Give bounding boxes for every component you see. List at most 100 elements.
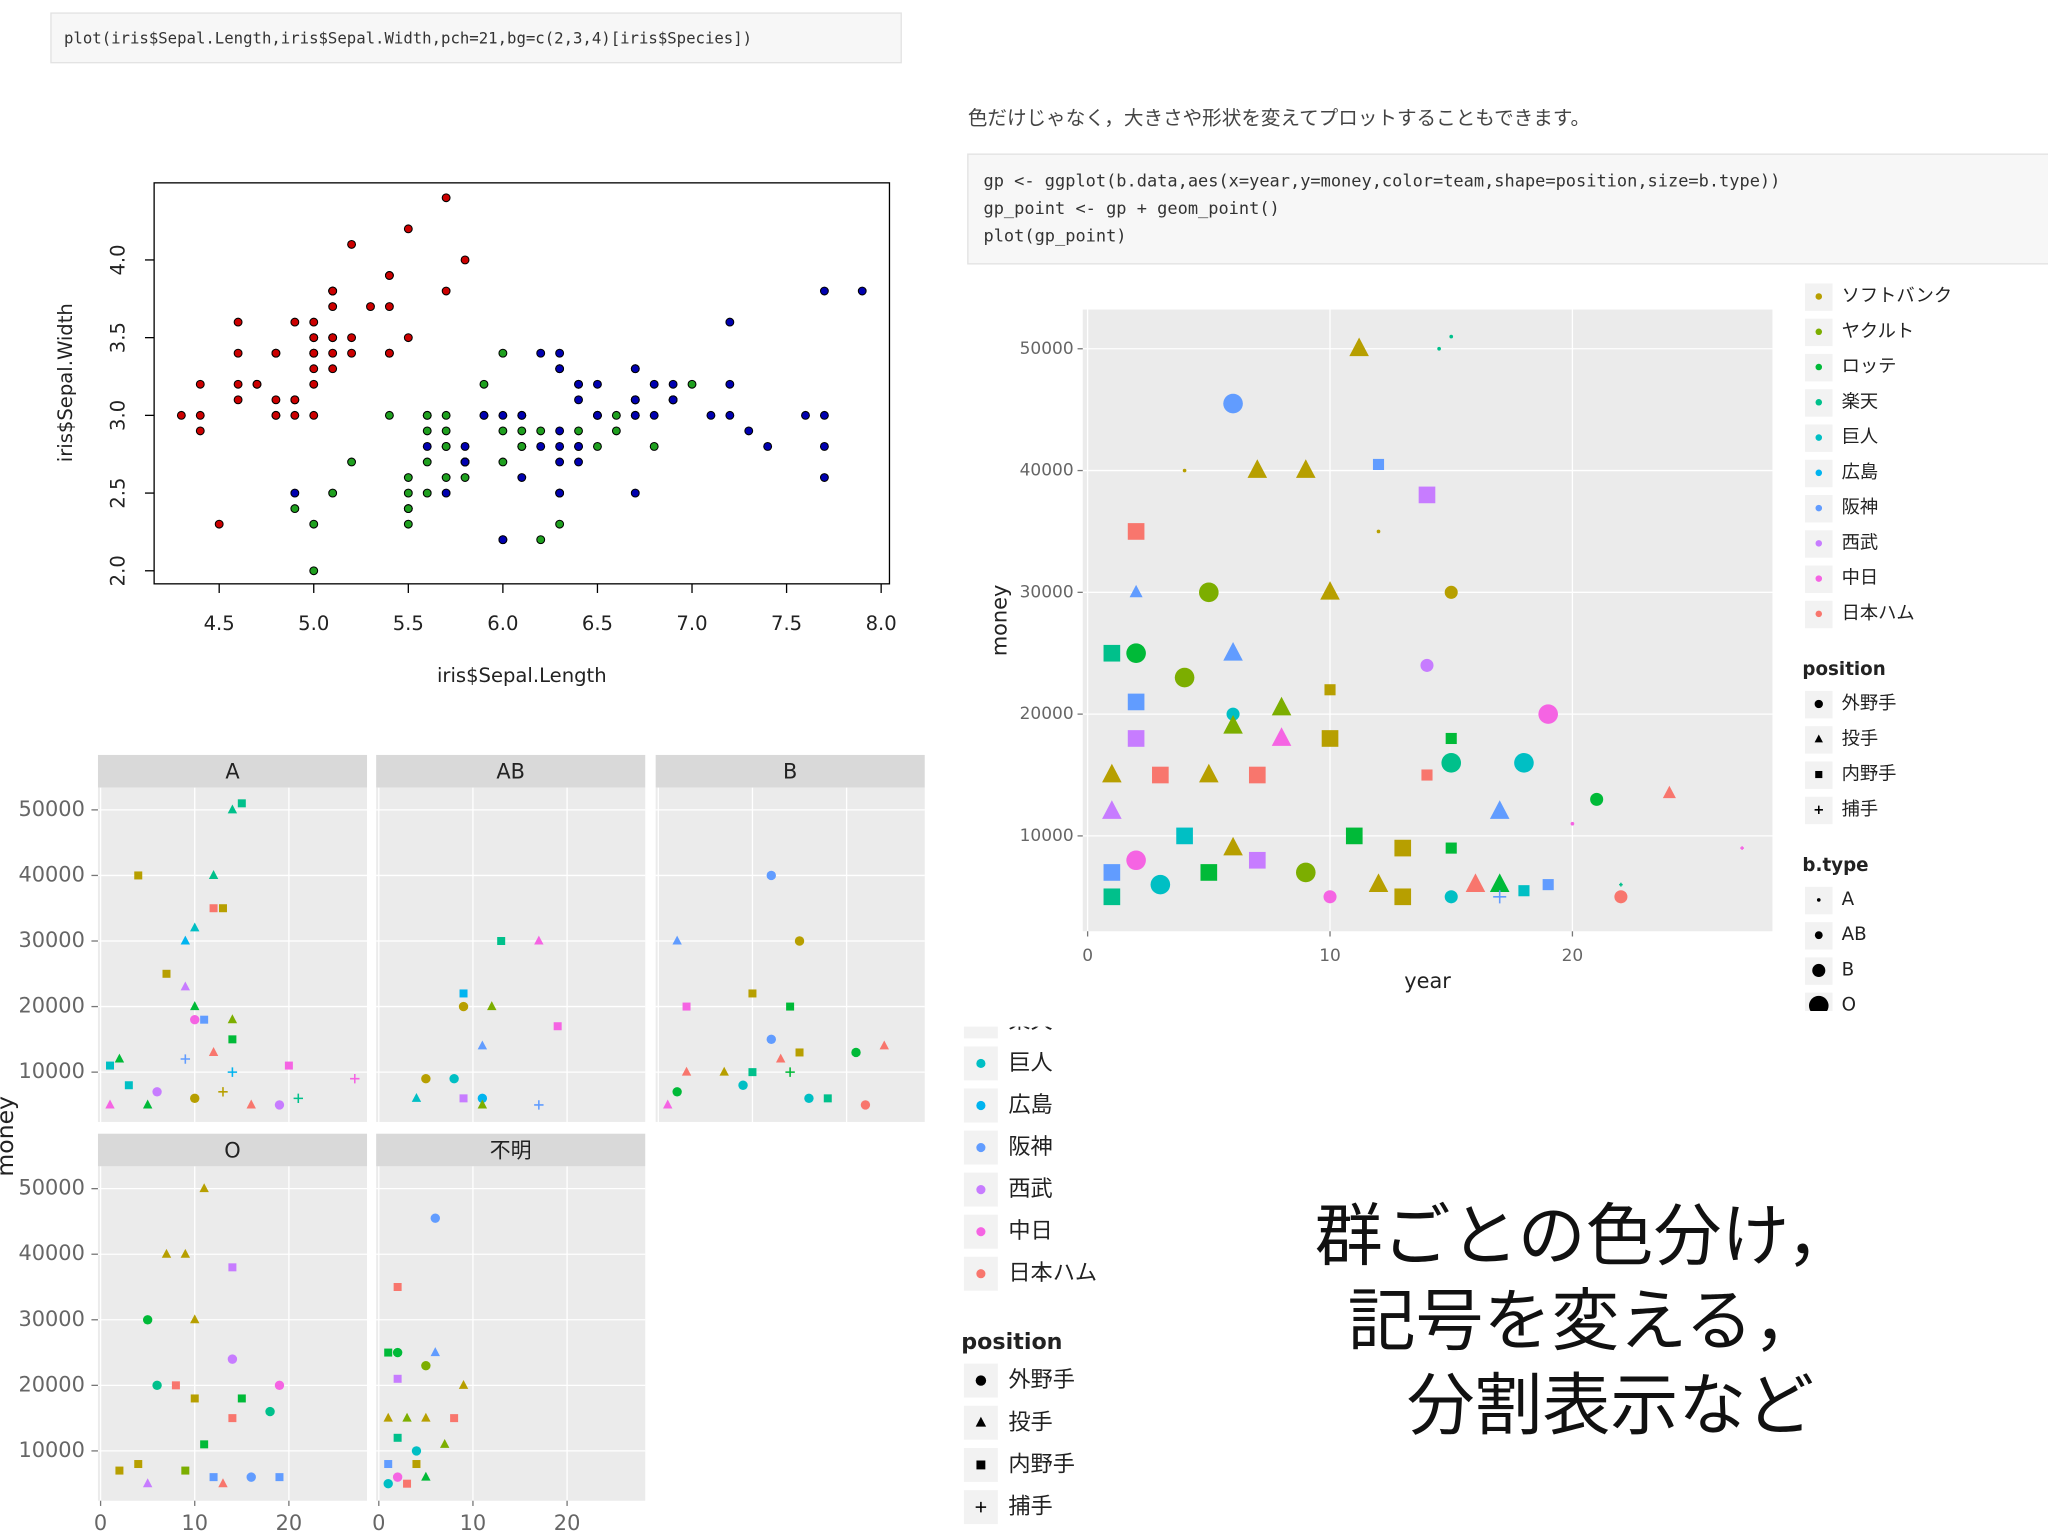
point	[819, 410, 829, 420]
x-tick-label: 6.5	[582, 612, 613, 635]
point	[383, 1478, 393, 1489]
point	[630, 488, 640, 498]
plot-panel	[97, 1166, 368, 1501]
point	[441, 426, 451, 436]
point	[719, 1066, 729, 1076]
point	[152, 1380, 162, 1391]
point	[422, 457, 432, 467]
point	[411, 1446, 422, 1456]
point	[1248, 851, 1266, 869]
point	[1226, 707, 1240, 721]
point	[195, 426, 205, 436]
point	[1103, 644, 1121, 662]
point	[392, 1347, 403, 1358]
legend-label: 捕手	[1842, 799, 1879, 820]
point	[228, 1263, 237, 1272]
point	[1176, 827, 1193, 845]
legend-key	[1814, 699, 1823, 709]
point	[536, 426, 546, 436]
point	[725, 410, 735, 420]
point	[422, 410, 432, 420]
point	[649, 410, 659, 420]
point	[458, 1379, 469, 1389]
y-tick-label: 4.0	[106, 244, 129, 275]
point	[393, 1283, 402, 1291]
point	[744, 426, 754, 436]
point	[706, 410, 716, 420]
code-box	[50, 12, 902, 64]
x-tick-label: 7.0	[676, 612, 707, 635]
facet-strip	[376, 1133, 646, 1167]
legend-key	[1815, 504, 1823, 512]
point	[441, 442, 451, 451]
point	[328, 333, 338, 343]
y-tick-label: 10000	[18, 1059, 84, 1083]
legend-label: 広島	[1008, 1092, 1052, 1118]
point	[274, 1380, 285, 1391]
legend-label: 中日	[1008, 1218, 1052, 1244]
x-tick-label: 0	[372, 1511, 385, 1535]
point	[309, 333, 319, 343]
legend-key	[1808, 995, 1829, 1011]
point	[403, 1479, 412, 1488]
point	[775, 1053, 786, 1063]
point	[290, 395, 300, 405]
point	[1445, 732, 1457, 745]
point	[181, 1466, 190, 1475]
legend-key	[1816, 898, 1821, 902]
point	[105, 1099, 115, 1109]
point	[421, 1073, 431, 1084]
legend-label: 巨人	[1842, 427, 1879, 448]
point	[517, 442, 527, 451]
x-tick-label: 4.5	[204, 612, 235, 635]
point	[498, 426, 508, 436]
point	[725, 379, 735, 389]
point	[1420, 658, 1434, 672]
point	[402, 1412, 412, 1422]
point	[421, 1471, 431, 1481]
point	[801, 410, 810, 420]
y-tick-label: 20000	[1020, 704, 1074, 724]
point	[479, 410, 489, 420]
point	[142, 1099, 153, 1109]
point	[785, 1067, 795, 1077]
point	[309, 519, 319, 529]
point	[1514, 753, 1534, 773]
point	[180, 1054, 191, 1064]
legend-label: 外野手	[1842, 693, 1897, 714]
point	[555, 488, 565, 498]
point	[517, 410, 527, 420]
point	[574, 457, 583, 467]
point	[142, 1315, 153, 1325]
point	[477, 1099, 488, 1109]
legend-label: B	[1842, 959, 1855, 980]
point	[1542, 879, 1554, 891]
plot-frame	[153, 182, 891, 585]
y-tick-label: 3.5	[106, 322, 129, 353]
point	[763, 442, 773, 451]
point	[1441, 753, 1462, 773]
point	[366, 302, 375, 312]
point	[574, 379, 583, 389]
point	[459, 989, 468, 998]
point	[1127, 693, 1145, 711]
point	[190, 1314, 200, 1324]
point	[403, 473, 413, 482]
point	[347, 348, 357, 358]
y-tick-label: 30000	[18, 928, 84, 952]
point	[1199, 582, 1219, 603]
point	[1295, 459, 1316, 478]
point	[176, 410, 186, 420]
y-tick-label: 2.0	[106, 555, 129, 586]
point	[208, 870, 219, 879]
point	[1127, 730, 1145, 747]
legend-title: position	[961, 1329, 1062, 1355]
point	[1320, 581, 1340, 600]
point	[1570, 821, 1575, 826]
point	[422, 426, 432, 436]
point	[293, 1093, 303, 1104]
point	[233, 379, 243, 389]
point	[195, 379, 205, 389]
point	[450, 1414, 459, 1423]
